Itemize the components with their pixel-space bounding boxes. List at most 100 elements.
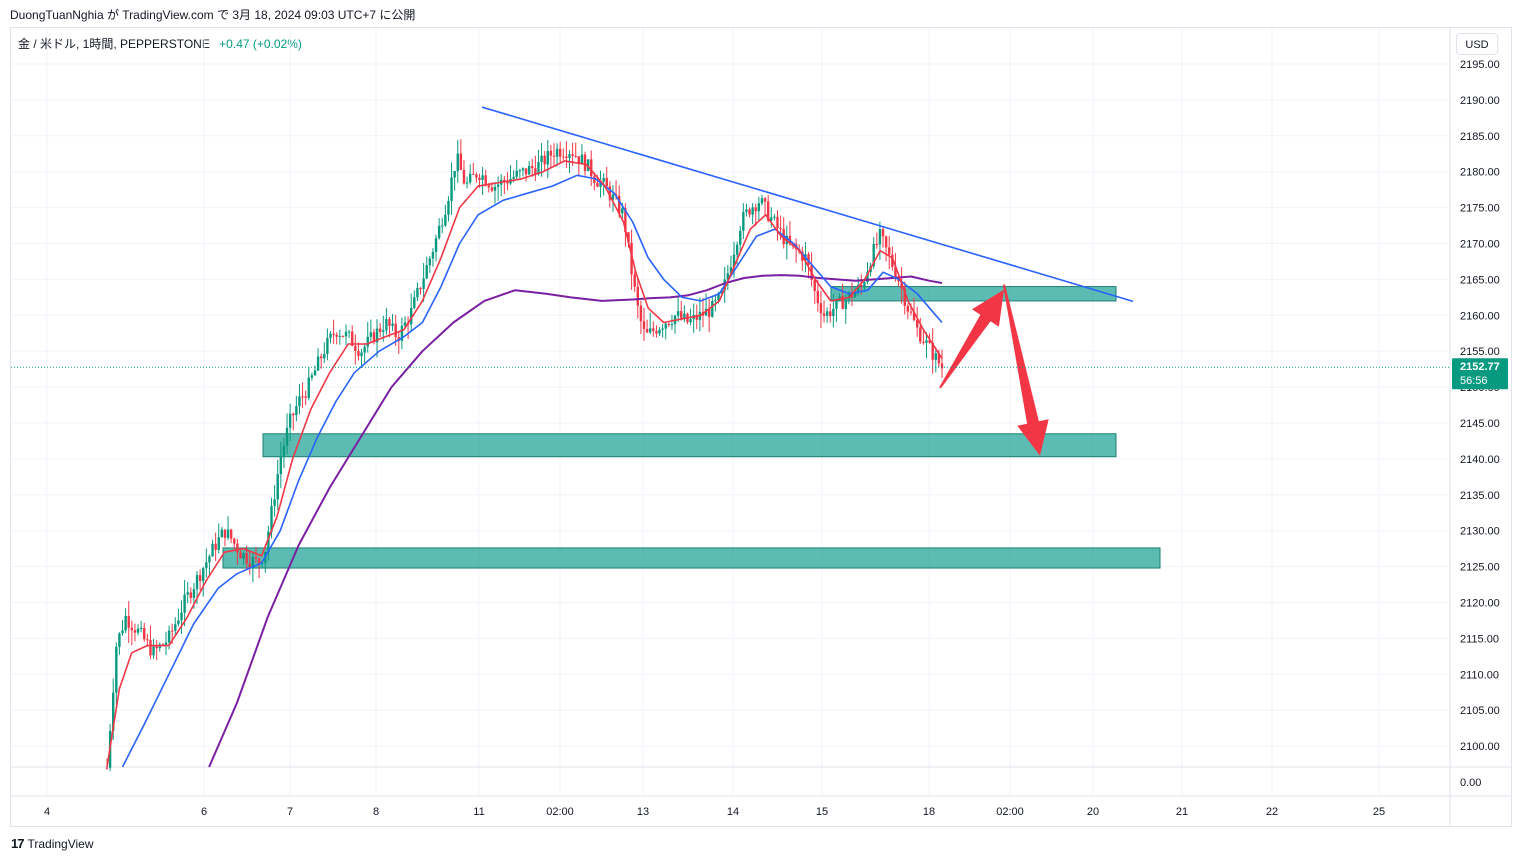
- candle-body: [149, 640, 152, 656]
- candle-body: [431, 251, 435, 259]
- candle-body: [475, 174, 478, 178]
- candle-body: [112, 692, 115, 731]
- candle-body: [707, 308, 711, 317]
- y-tick-label: 2185.00: [1460, 131, 1500, 143]
- candle-body: [586, 159, 590, 171]
- candle-body: [118, 633, 121, 647]
- candle-body: [639, 305, 643, 322]
- candle-body: [425, 265, 428, 279]
- x-tick-label: 21: [1176, 806, 1188, 818]
- candle-body: [292, 413, 295, 416]
- candle-body: [372, 332, 376, 343]
- candle-body: [319, 356, 323, 359]
- candle-body: [301, 396, 304, 398]
- candle-body: [270, 506, 273, 532]
- candle-body: [825, 311, 829, 316]
- candle-body: [198, 575, 202, 581]
- candle-body: [217, 537, 220, 550]
- candle-body: [934, 353, 937, 360]
- candle-body: [844, 299, 847, 309]
- zone-layer: [222, 286, 1161, 569]
- candle-body: [493, 186, 497, 191]
- candle-layer: [105, 139, 944, 772]
- candle-body: [937, 353, 941, 364]
- middle-support-zone: [262, 433, 1117, 458]
- symbol-name[interactable]: 金 / 米ドル, 1時間, PEPPERSTONE: [18, 37, 210, 51]
- candle-body: [307, 377, 310, 398]
- x-tick-label: 02:00: [546, 806, 574, 818]
- candle-body: [906, 305, 910, 312]
- candle-body: [714, 300, 717, 302]
- candle-body: [636, 286, 639, 306]
- candle-body: [558, 148, 562, 157]
- candle-body: [599, 181, 602, 187]
- candle-body: [382, 330, 385, 333]
- candle-body: [152, 646, 155, 656]
- candle-body: [310, 375, 314, 378]
- publish-caption: DuongTuanNghia が TradingView.com で 3月 18…: [10, 8, 416, 22]
- candle-body: [136, 628, 140, 633]
- candle-body: [574, 155, 577, 157]
- candle-body: [931, 342, 934, 360]
- candle-body: [192, 589, 196, 598]
- candle-body: [527, 165, 531, 175]
- symbol-legend[interactable]: 金 / 米ドル, 1時間, PEPPERSTONE +0.47 (+0.02%): [18, 35, 302, 52]
- x-tick-label: 7: [287, 806, 293, 818]
- candle-body: [894, 266, 897, 279]
- candle-body: [760, 198, 764, 204]
- candle-body: [226, 529, 230, 538]
- candle-body: [562, 156, 565, 158]
- x-tick-label: 15: [816, 806, 828, 818]
- candle-body: [115, 646, 118, 693]
- candle-body: [338, 335, 342, 337]
- candle-body: [167, 630, 171, 643]
- candle-body: [552, 155, 556, 157]
- candle-body: [139, 628, 143, 630]
- candle-body: [546, 150, 549, 165]
- currency-button[interactable]: USD: [1456, 33, 1498, 55]
- candle-body: [670, 324, 674, 326]
- candle-body: [276, 474, 279, 500]
- candle-body: [288, 413, 292, 428]
- candle-body: [369, 332, 373, 337]
- candle-body: [313, 370, 317, 376]
- candle-body: [462, 169, 466, 184]
- candle-body: [121, 630, 124, 634]
- candle-body: [236, 543, 239, 553]
- candle-body: [807, 254, 810, 265]
- x-tick-label: 6: [201, 806, 207, 818]
- candle-body: [484, 175, 487, 186]
- candle-body: [863, 282, 866, 287]
- y-tick-label: 2105.00: [1460, 705, 1500, 717]
- candle-body: [214, 543, 217, 550]
- candle-body: [378, 328, 382, 333]
- y-tick-label: 2175.00: [1460, 203, 1500, 215]
- candle-body: [180, 612, 183, 621]
- y-tick-label: 2130.00: [1460, 526, 1500, 538]
- candle-body: [385, 319, 388, 331]
- candle-body: [751, 207, 754, 215]
- sub-pane-tick-label: 0.00: [1460, 777, 1481, 789]
- x-tick-label: 02:00: [996, 806, 1024, 818]
- candle-body: [413, 297, 416, 309]
- x-tick-label: 18: [923, 806, 935, 818]
- candle-body: [195, 575, 199, 590]
- candle-body: [602, 177, 605, 182]
- candle-body: [555, 148, 559, 157]
- y-tick-label: 2190.00: [1460, 95, 1500, 107]
- candle-body: [704, 308, 708, 316]
- candle-body: [770, 217, 773, 221]
- candle-body: [742, 211, 745, 231]
- candle-body: [233, 538, 236, 544]
- candle-body: [459, 153, 463, 170]
- candle-body: [351, 331, 354, 346]
- candle-body: [239, 552, 242, 559]
- tradingview-logo[interactable]: 17 TradingView: [11, 836, 94, 851]
- candle-body: [496, 184, 500, 187]
- candle-body: [853, 291, 857, 298]
- candle-body: [735, 244, 739, 255]
- x-tick-label: 8: [373, 806, 379, 818]
- candle-body: [267, 531, 270, 552]
- candle-body: [465, 182, 469, 184]
